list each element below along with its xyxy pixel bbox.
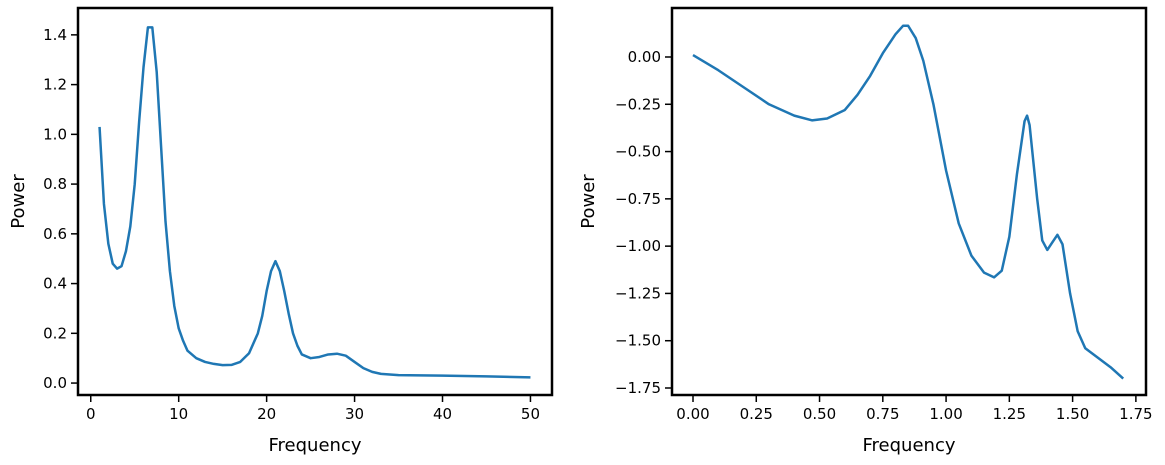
x-axis-label: Frequency [863,435,956,456]
y-tick-label: −0.50 [615,143,661,161]
x-tick-label: 1.25 [993,405,1026,423]
y-tick-label: 1.4 [43,26,67,44]
data-line [98,26,531,379]
x-tick-label: 50 [521,405,540,423]
y-tick-label: 0.8 [43,175,67,193]
y-axis-label: Power [578,174,599,229]
y-tick-label: 0.6 [43,225,67,243]
x-tick-label: 1.50 [1056,405,1089,423]
x-tick-label: 40 [433,405,452,423]
y-tick-label: 0.2 [43,324,67,342]
y-tick-label: −1.50 [615,332,661,350]
y-tick-label: −1.75 [615,379,661,397]
x-tick-label: 20 [257,405,276,423]
x-tick-label: 1.75 [1119,405,1152,423]
x-tick-label: 0.00 [676,405,709,423]
y-tick-label: 0.00 [628,48,661,66]
x-axis-label: Frequency [269,435,362,456]
y-axis-label: Power [8,174,29,229]
y-tick-label: −0.25 [615,95,661,113]
y-tick-label: −0.75 [615,190,661,208]
y-tick-label: 1.2 [43,76,67,94]
axes-frame [670,6,1148,397]
x-tick-label: 30 [345,405,364,423]
y-tick-label: −1.25 [615,284,661,302]
x-tick-label: 0.75 [866,405,899,423]
axes-frame [76,6,554,397]
x-tick-label: 0.25 [740,405,773,423]
x-tick-label: 1.00 [929,405,962,423]
x-tick-label: 10 [169,405,188,423]
y-tick-label: 0.0 [43,374,67,392]
y-tick-label: 0.4 [43,275,67,293]
data-line [692,24,1125,380]
y-tick-label: 1.0 [43,125,67,143]
x-tick-label: 0 [86,405,96,423]
x-tick-label: 0.50 [803,405,836,423]
y-tick-label: −1.00 [615,237,661,255]
